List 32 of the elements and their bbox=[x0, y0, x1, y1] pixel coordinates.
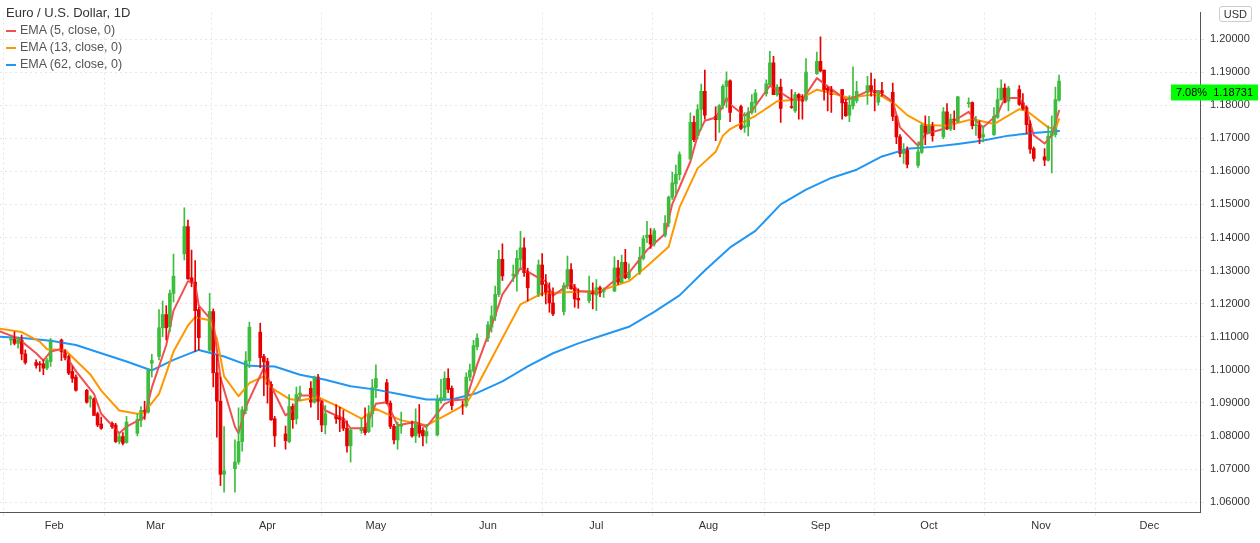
y-tick-label: 1.08000 bbox=[1210, 428, 1250, 441]
y-tick-label: 1.16000 bbox=[1210, 164, 1250, 177]
x-tick-label: Feb bbox=[44, 518, 64, 531]
y-tick-label: 1.09000 bbox=[1210, 395, 1250, 408]
chart-title: Euro / U.S. Dollar, 1D bbox=[6, 5, 131, 20]
x-tick-label: Apr bbox=[258, 518, 277, 531]
x-tick-label: Jul bbox=[589, 518, 604, 531]
x-tick-label: Mar bbox=[145, 518, 166, 531]
y-tick-label: 1.20000 bbox=[1210, 32, 1250, 45]
y-tick-label: 1.11000 bbox=[1210, 329, 1249, 342]
x-tick-label: Sep bbox=[810, 518, 831, 531]
y-tick-label: 1.13000 bbox=[1210, 263, 1250, 276]
y-tick-label: 1.06000 bbox=[1210, 495, 1250, 508]
y-tick-label: 1.17000 bbox=[1210, 131, 1250, 144]
legend-label: EMA (62, close, 0) bbox=[20, 56, 123, 73]
y-tick-label: 1.10000 bbox=[1210, 362, 1250, 375]
y-axis-title: USD bbox=[1218, 6, 1252, 22]
x-tick-label: Dec bbox=[1139, 518, 1160, 531]
annotation: 7.08% 1.18731 bbox=[1175, 85, 1254, 98]
x-tick-label: Nov bbox=[1031, 518, 1052, 531]
y-tick-label: 1.12000 bbox=[1210, 296, 1250, 309]
x-tick-label: May bbox=[365, 518, 387, 531]
x-tick-label: Jun bbox=[479, 518, 497, 531]
y-tick-label: 1.07000 bbox=[1210, 462, 1250, 475]
y-tick-label: 1.15000 bbox=[1210, 197, 1250, 210]
legend-label: EMA (5, close, 0) bbox=[20, 22, 116, 39]
x-tick-label: Oct bbox=[920, 518, 938, 531]
legend-label: EMA (13, close, 0) bbox=[20, 39, 123, 56]
y-tick-label: 1.18000 bbox=[1210, 98, 1250, 111]
x-tick-label: Aug bbox=[698, 518, 719, 531]
y-tick-label: 1.14000 bbox=[1210, 230, 1250, 243]
y-tick-label: 1.19000 bbox=[1210, 65, 1250, 78]
